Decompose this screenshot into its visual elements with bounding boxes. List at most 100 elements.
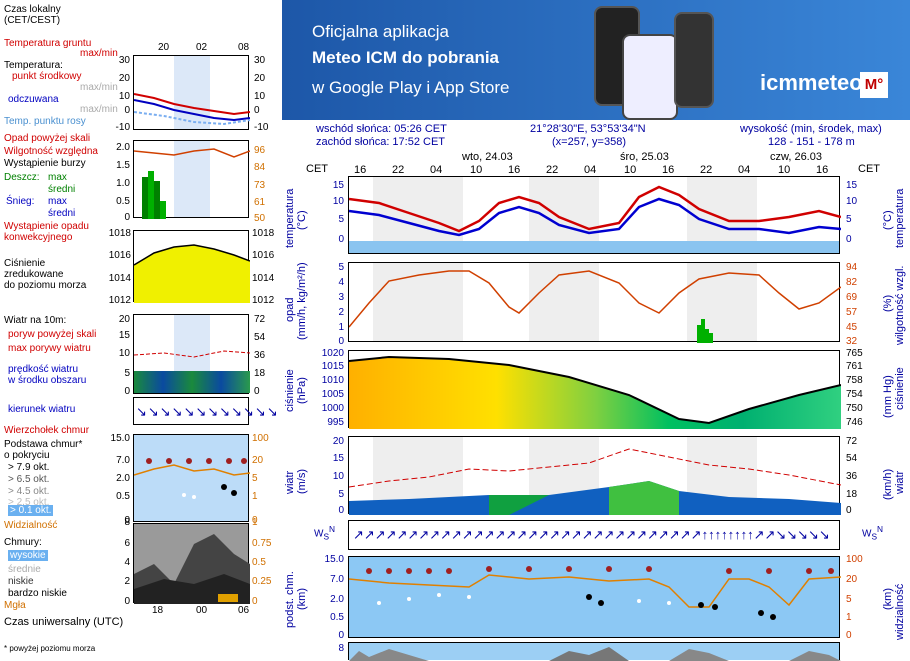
rain-mean: średni xyxy=(48,184,76,195)
very-low-clouds: bardzo niskie xyxy=(8,588,67,599)
soil-temp-maxmin: max/min xyxy=(80,48,118,59)
temp-y-r1: 10 xyxy=(846,196,858,207)
cb-y-l0: 15.0 xyxy=(324,554,344,565)
hum-y-r2: 69 xyxy=(846,292,858,303)
legend-cl-r3: 0.25 xyxy=(252,576,272,587)
wind-axis-unit: (m/s) xyxy=(296,468,308,494)
prec-y-l3: 2 xyxy=(338,307,344,318)
fog-label: Mgła xyxy=(4,600,26,611)
temp-y-r2: 5 xyxy=(846,214,852,225)
rain-label: Deszcz: xyxy=(4,172,40,183)
legend-prec-r0: 96 xyxy=(254,145,266,156)
compass-icon: WSN xyxy=(862,524,884,542)
okt-1: > 7.9 okt. xyxy=(8,462,50,473)
temp-axis-title-r: temperatura xyxy=(894,188,906,248)
hum-y-r4: 45 xyxy=(846,322,858,333)
legend-temp-l2: 10 xyxy=(118,91,130,102)
hour-label: 22 xyxy=(546,164,559,176)
brand-text: icmmeteo xyxy=(760,70,863,95)
legend-pres-l0: 1018 xyxy=(108,228,131,239)
temp-y-r0: 15 xyxy=(846,180,858,191)
legend-wind-r0: 72 xyxy=(254,314,266,325)
gust-above-label: poryw powyżej skali xyxy=(8,329,97,340)
banner-line1: Oficjalna aplikacja xyxy=(312,22,450,41)
pressure-chart xyxy=(348,350,841,429)
vis-axis-unit: (km) xyxy=(882,588,894,610)
visibility-label: Widzialność xyxy=(4,520,58,531)
cb-y-l1: 7.0 xyxy=(330,574,344,585)
legend-prec-l1: 1.5 xyxy=(116,160,130,171)
medium-clouds: średnie xyxy=(8,564,41,575)
wind-y-l4: 0 xyxy=(338,505,344,516)
snow-max: max xyxy=(48,196,67,207)
precip-chart xyxy=(348,262,841,343)
wind-dir-label: kierunek wiatru xyxy=(8,404,76,415)
legend-prec-l3: 0.5 xyxy=(116,196,130,207)
legend-precip-panel xyxy=(133,140,250,219)
cloud-base-label: Podstawa chmur* o pokryciu xyxy=(4,439,83,461)
hour-label: 22 xyxy=(392,164,405,176)
wind-axis-title-r: wiatr xyxy=(894,470,906,494)
pres-y-l1: 1015 xyxy=(321,361,344,372)
cloud-top-label: Wierzchołek chmur xyxy=(4,425,90,436)
hour-label: 04 xyxy=(584,164,597,176)
precip-above-scale-label: Opad powyżej skali xyxy=(4,133,91,144)
vis-axis-title: widzialność xyxy=(894,583,906,640)
legend-cb-r1: 20 xyxy=(252,455,264,466)
legend-cl-l1: 6 xyxy=(124,538,130,549)
hour-label: 22 xyxy=(700,164,713,176)
legend-cl-l2: 4 xyxy=(124,557,130,568)
legend-pres-l2: 1014 xyxy=(108,273,131,284)
pres-y-l4: 1000 xyxy=(321,403,344,414)
hour-label: 10 xyxy=(470,164,483,176)
legend-temp-r2: 10 xyxy=(254,91,266,102)
wind-y-r1: 54 xyxy=(846,453,858,464)
hour-label: 10 xyxy=(624,164,637,176)
legend-prec-l2: 1.0 xyxy=(116,178,130,189)
phone-mockup-icon xyxy=(674,12,714,108)
legend-wind-l4: 0 xyxy=(124,386,130,397)
cet-left: CET xyxy=(306,163,328,175)
pres-y-r0: 765 xyxy=(846,348,863,359)
legend-panel: Czas lokalny (CET/CEST) 20 02 08 Tempera… xyxy=(0,0,282,660)
phone-mockup-icon xyxy=(622,34,678,120)
vis-y-r3: 1 xyxy=(846,612,852,623)
pres-axis-unit-r: (mm Hg) xyxy=(882,375,894,418)
hum-y-r5: 32 xyxy=(846,336,858,347)
okt-4: > 2.5 okt. xyxy=(8,497,50,508)
clouds-chart xyxy=(348,642,841,661)
prec-y-l1: 4 xyxy=(338,277,344,288)
pres-y-l2: 1010 xyxy=(321,375,344,386)
hours-row: 16 22 04 10 16 22 04 10 16 22 04 10 16 xyxy=(348,164,840,176)
hum-axis-title: wilgotność wzgl. xyxy=(894,265,906,345)
vis-y-r1: 20 xyxy=(846,574,858,585)
legend-wind-r4: 0 xyxy=(254,386,260,397)
temp-y-l2: 5 xyxy=(338,214,344,225)
hum-y-r0: 94 xyxy=(846,262,858,273)
rain-max: max xyxy=(48,172,67,183)
hour-top-1: 20 xyxy=(158,42,170,53)
snow-mean: średni xyxy=(48,208,76,219)
hour-label: 04 xyxy=(738,164,751,176)
legend-wind-l0: 20 xyxy=(118,314,130,325)
max-gust-label: max porywy wiatru xyxy=(8,343,91,354)
cb-axis-unit: (km) xyxy=(296,588,308,610)
legend-pres-r2: 1014 xyxy=(252,273,275,284)
pres-axis-title: ciśnienie xyxy=(284,369,296,412)
hour-label: 16 xyxy=(508,164,521,176)
legend-wind-r3: 18 xyxy=(254,368,266,379)
promo-banner[interactable]: Oficjalna aplikacja Meteo ICM do pobrani… xyxy=(282,0,910,120)
legend-prec-r4: 50 xyxy=(254,213,266,224)
legend-temp-r4: -10 xyxy=(254,122,269,133)
legend-temp-r0: 30 xyxy=(254,55,266,66)
height-value: 128 - 151 - 178 m xyxy=(768,136,855,148)
legend-clouds-panel xyxy=(133,523,250,604)
sunset-text: zachód słońca: 17:52 CET xyxy=(316,136,446,148)
pressure-label: Ciśnienie zredukowane do poziomu morza xyxy=(4,258,87,291)
legend-pres-r0: 1018 xyxy=(252,228,275,239)
day-1: wto, 24.03 xyxy=(462,151,513,163)
wind-y-l2: 10 xyxy=(332,471,344,482)
cl-y-l0: 8 xyxy=(338,643,344,654)
hour-bottom-1: 18 xyxy=(152,605,164,616)
legend-cl-l0: 8 xyxy=(124,517,130,528)
